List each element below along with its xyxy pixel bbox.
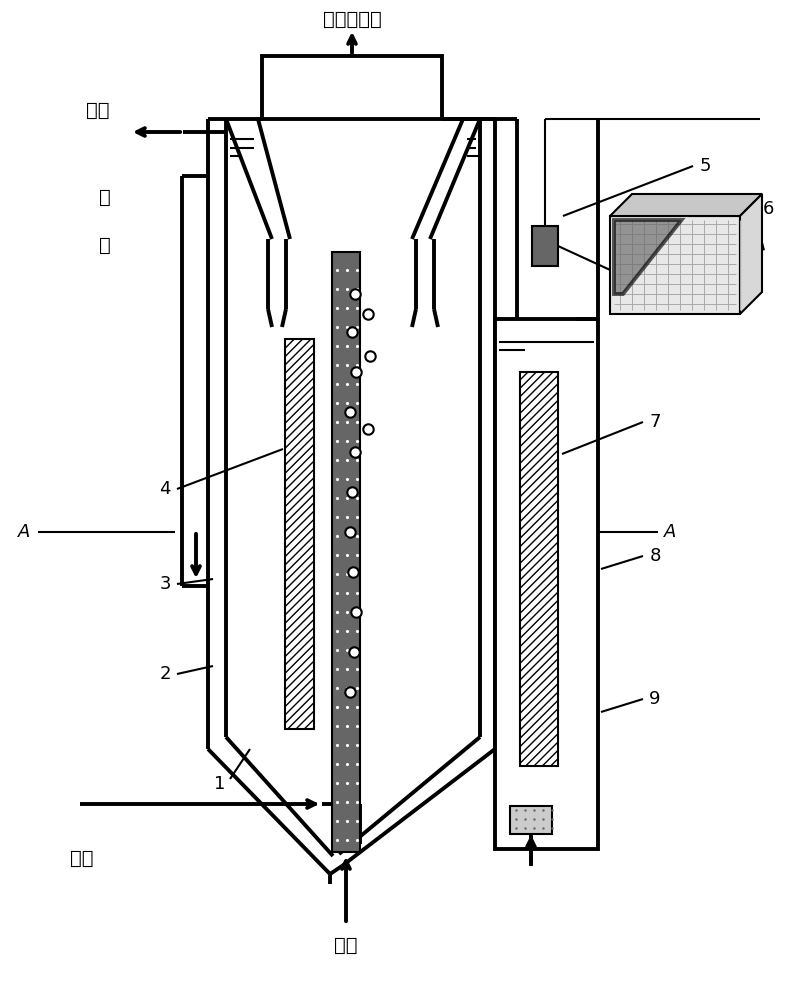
- Text: A: A: [664, 523, 676, 541]
- Bar: [520, 372, 558, 766]
- Text: 8: 8: [650, 547, 661, 565]
- Text: 回: 回: [99, 188, 111, 207]
- Text: 2: 2: [159, 665, 170, 683]
- Text: 生物气收集: 生物气收集: [322, 10, 382, 29]
- Polygon shape: [614, 220, 682, 294]
- Bar: [532, 226, 558, 266]
- Bar: [285, 339, 314, 729]
- Text: 出水: 出水: [86, 101, 110, 120]
- Text: 7: 7: [650, 413, 661, 431]
- Bar: [262, 56, 442, 119]
- Bar: [495, 319, 598, 849]
- Text: 1: 1: [214, 775, 226, 793]
- Polygon shape: [610, 216, 740, 314]
- Text: 进水: 进水: [70, 849, 94, 868]
- Polygon shape: [610, 194, 762, 216]
- Text: 进气: 进气: [334, 936, 358, 955]
- Text: A: A: [18, 523, 30, 541]
- Text: 流: 流: [99, 236, 111, 255]
- Text: 9: 9: [650, 690, 661, 708]
- Bar: [332, 252, 360, 852]
- Polygon shape: [740, 194, 762, 314]
- Text: 5: 5: [699, 157, 710, 175]
- Text: 3: 3: [159, 575, 170, 593]
- Text: 4: 4: [159, 480, 170, 498]
- Bar: [510, 806, 552, 834]
- Text: 6: 6: [762, 200, 774, 218]
